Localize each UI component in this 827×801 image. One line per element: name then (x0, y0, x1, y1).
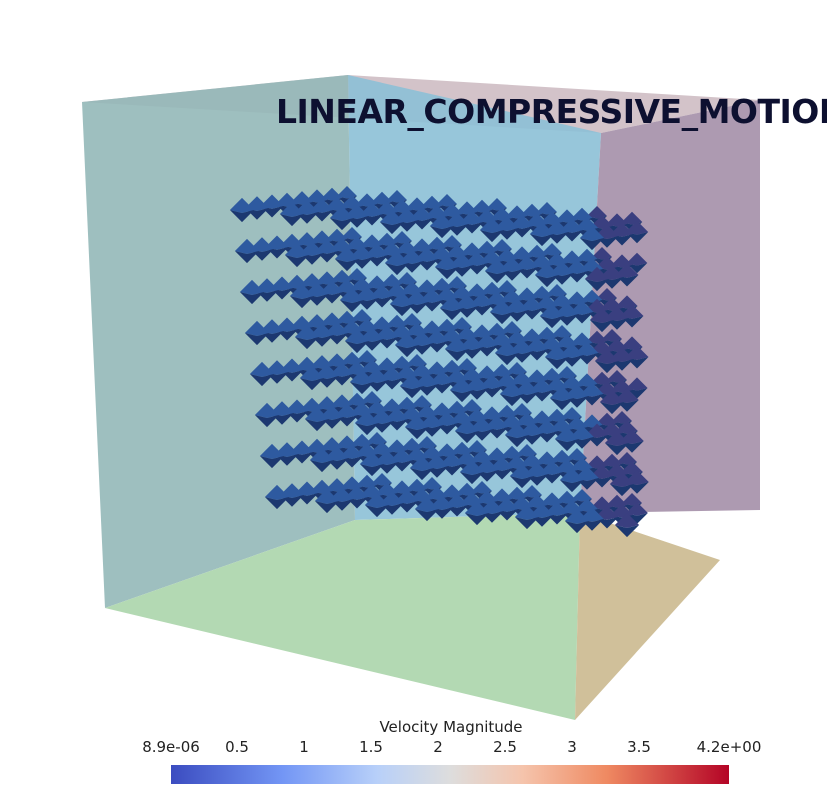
glyph (359, 451, 385, 477)
glyph (604, 430, 630, 456)
glyph (549, 385, 575, 411)
colorbar-tick-label: 4.2e+00 (696, 738, 762, 756)
glyph (459, 459, 485, 485)
glyph (339, 287, 365, 313)
glyph (389, 291, 415, 317)
box-face-bottom (105, 513, 580, 720)
glyph (539, 303, 565, 329)
glyph (509, 463, 535, 489)
plot-title: LINEAR_COMPRESSIVE_MOTION (276, 92, 827, 131)
glyph (229, 197, 255, 223)
glyph (594, 348, 620, 374)
glyph (554, 426, 580, 452)
glyph (494, 340, 520, 366)
glyph (349, 369, 375, 395)
glyph (529, 221, 555, 247)
glyph (384, 250, 410, 276)
glyph (309, 447, 335, 473)
glyph (259, 443, 285, 469)
glyph (299, 365, 325, 391)
glyph (334, 246, 360, 272)
glyph (564, 508, 590, 534)
velocity-glyphs (229, 186, 649, 538)
glyph (354, 410, 380, 436)
glyph (429, 213, 455, 239)
glyph (239, 279, 265, 305)
glyph (254, 402, 280, 428)
glyph (414, 496, 440, 522)
glyph (499, 381, 525, 407)
glyph (434, 254, 460, 280)
glyph (484, 258, 510, 284)
glyph (534, 262, 560, 288)
glyph (514, 504, 540, 530)
glyph (314, 488, 340, 514)
colorbar-tick-label: 2 (433, 738, 443, 756)
colorbar-tick-label: 3.5 (627, 738, 651, 756)
glyph (249, 361, 275, 387)
glyph (404, 414, 430, 440)
glyph (559, 467, 585, 493)
colorbar-tick-label: 1 (299, 738, 309, 756)
glyph (264, 484, 290, 510)
glyph (464, 500, 490, 526)
glyph (579, 225, 605, 251)
glyph (399, 373, 425, 399)
glyph (439, 295, 465, 321)
glyph (379, 209, 405, 235)
glyph (504, 422, 530, 448)
glyph (609, 471, 635, 497)
glyph (364, 492, 390, 518)
glyph (329, 205, 355, 231)
glyph (289, 283, 315, 309)
glyph (284, 242, 310, 268)
glyph (409, 455, 435, 481)
colorbar (171, 765, 729, 784)
glyph (449, 377, 475, 403)
glyph (244, 320, 270, 346)
glyph (234, 238, 260, 264)
colorbar-tick-label: 1.5 (359, 738, 383, 756)
glyph (599, 389, 625, 415)
glyph (279, 201, 305, 227)
box-face-bottom-right (575, 513, 720, 720)
glyph (479, 217, 505, 243)
glyph (294, 324, 320, 350)
glyph (304, 406, 330, 432)
colorbar-tick-label: 2.5 (493, 738, 517, 756)
glyph (544, 344, 570, 370)
glyph (344, 328, 370, 354)
glyph (394, 332, 420, 358)
colorbar-tick-label: 0.5 (225, 738, 249, 756)
colorbar-tick-label: 8.9e-06 (142, 738, 200, 756)
glyph (444, 336, 470, 362)
glyph (614, 512, 640, 538)
colorbar-tick-label: 3 (567, 738, 577, 756)
glyph (584, 266, 610, 292)
glyph (489, 299, 515, 325)
glyph (454, 418, 480, 444)
colorbar-title: Velocity Magnitude (379, 718, 523, 736)
glyph (589, 307, 615, 333)
